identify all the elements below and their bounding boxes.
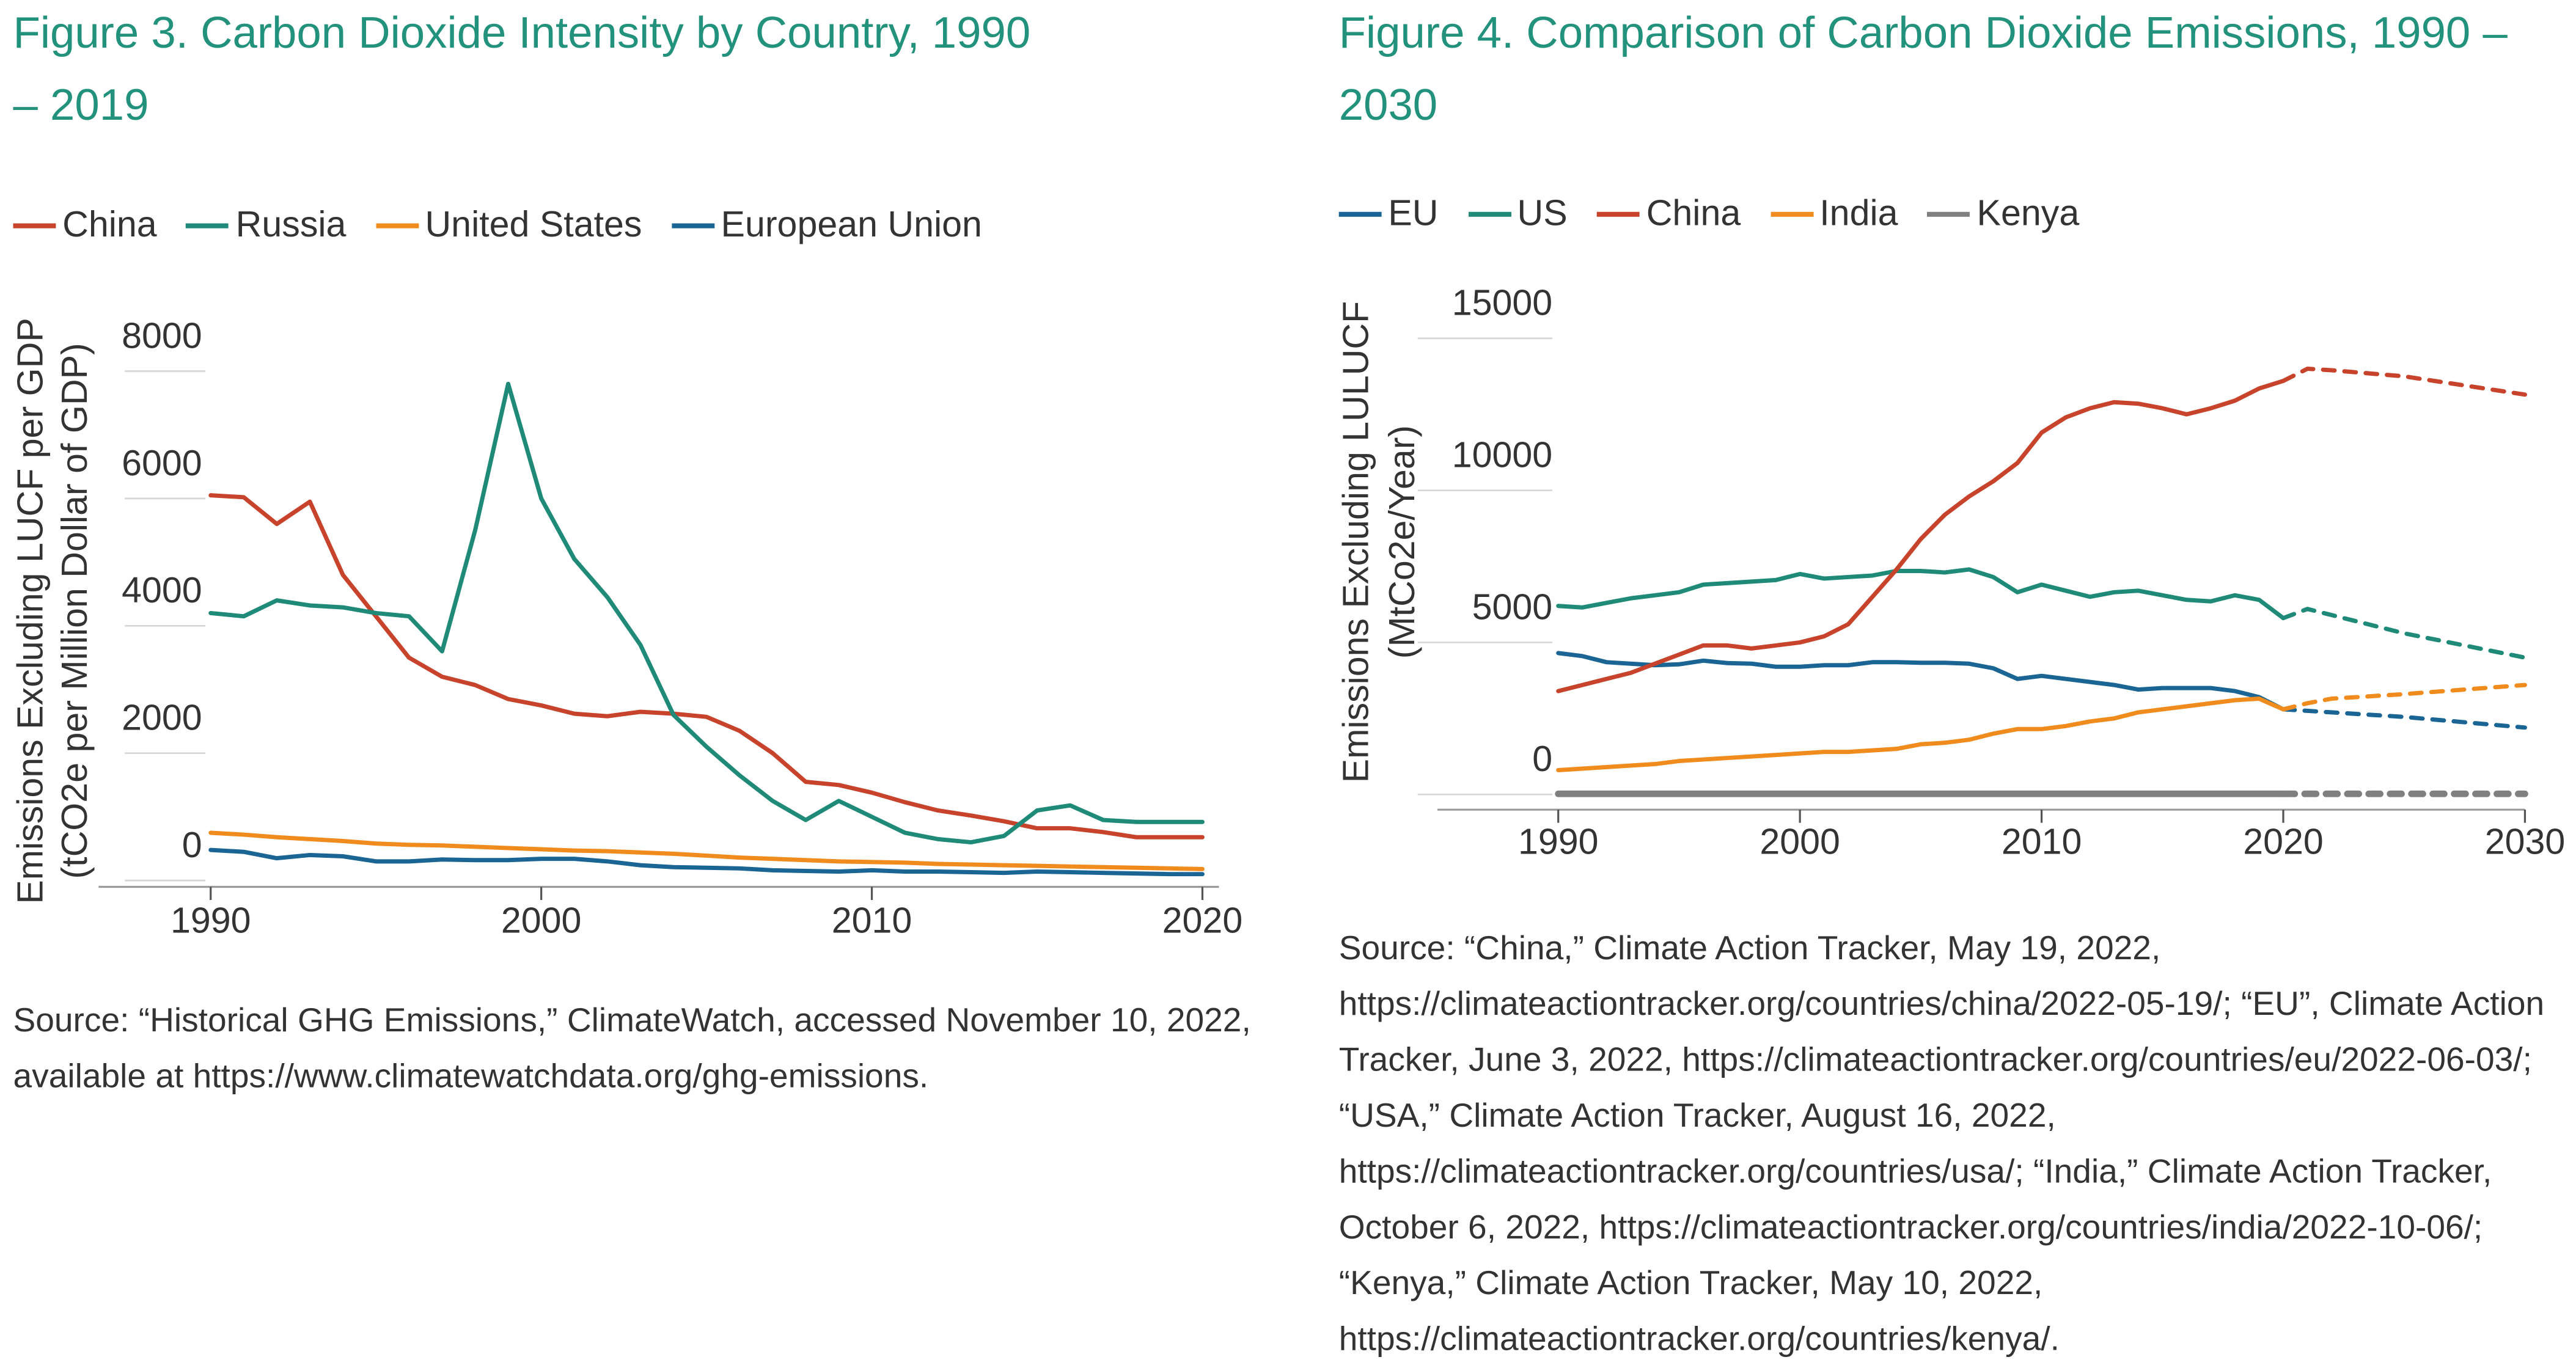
legend-swatch — [186, 222, 229, 228]
y-axis-label: (MtCo2e/Year) — [1381, 425, 1422, 659]
series-line — [208, 381, 1205, 845]
legend: China Russia United States European Union — [13, 203, 982, 246]
series-line — [208, 493, 1205, 839]
y-tick-label: 2000 — [122, 697, 202, 738]
legend-label: European Union — [721, 203, 982, 245]
series-line — [208, 830, 1205, 871]
legend-swatch — [1338, 211, 1382, 216]
projection-line — [2281, 367, 2527, 397]
y-tick-label: 6000 — [122, 442, 202, 483]
y-tick-label: 5000 — [1472, 586, 1553, 627]
y-tick-label: 4000 — [122, 569, 202, 610]
x-tick-label: 2000 — [501, 899, 582, 940]
legend-label: US — [1517, 192, 1568, 233]
y-axis-label: Emissions Excluding LULUCF — [1335, 301, 1376, 783]
y-tick-label: 8000 — [122, 315, 202, 356]
legend-label: Kenya — [1976, 192, 2080, 233]
projection-line — [2281, 607, 2527, 660]
legend-item: EU — [1338, 192, 1439, 235]
x-tick-label: 2030 — [2485, 821, 2566, 861]
legend-item: China — [13, 203, 157, 246]
legend-swatch — [375, 222, 419, 228]
y-tick-label: 15000 — [1452, 282, 1552, 323]
source-note: Source: “China,” Climate Action Tracker,… — [1338, 929, 2545, 1358]
x-tick-label: 2020 — [2243, 821, 2324, 861]
y-tick-label: 0 — [1532, 738, 1552, 779]
legend-label: China — [62, 203, 157, 245]
x-tick-label: 1990 — [171, 899, 251, 940]
x-tick-label: 2010 — [2002, 821, 2082, 861]
legend-item: European Union — [671, 203, 982, 246]
series-line — [1556, 697, 2286, 772]
legend-item: Kenya — [1927, 192, 2080, 235]
x-tick-label: 2010 — [832, 899, 912, 940]
legend-item: United States — [375, 203, 642, 246]
legend-swatch — [1927, 211, 1970, 216]
legend-swatch — [13, 222, 56, 228]
chart-title: Figure 4. Comparison of Carbon Dioxide E… — [1338, 8, 2508, 130]
legend-label: EU — [1388, 192, 1439, 233]
legend-label: Russia — [235, 203, 347, 245]
y-axis-label: Emissions Excluding LUCF per GDP — [9, 318, 50, 904]
legend-label: United States — [425, 203, 642, 245]
legend-swatch — [1770, 211, 1813, 216]
projection-line — [2281, 707, 2527, 730]
y-axis-label: (tCO2e per Million Dollar of GDP) — [54, 343, 95, 879]
x-tick-label: 2020 — [1162, 899, 1243, 940]
series-line — [1556, 378, 2286, 693]
legend-swatch — [671, 222, 714, 228]
legend-item: India — [1770, 192, 1898, 235]
series-line — [1556, 567, 2286, 621]
x-tick-label: 1990 — [1518, 821, 1599, 861]
y-tick-label: 0 — [182, 824, 202, 865]
legend-swatch — [1597, 211, 1640, 216]
legend-swatch — [1467, 211, 1511, 216]
legend-item: China — [1597, 192, 1741, 235]
legend-label: China — [1646, 192, 1741, 233]
chart-title: Figure 3. Carbon Dioxide Intensity by Co… — [13, 8, 1031, 130]
legend-item: Russia — [186, 203, 346, 246]
source-note: Source: “Historical GHG Emissions,” Clim… — [13, 1001, 1251, 1095]
series-line — [1556, 651, 2286, 712]
y-tick-label: 10000 — [1452, 434, 1552, 475]
projection-line — [2281, 682, 2527, 712]
series-line — [208, 847, 1205, 877]
legend-label: India — [1819, 192, 1898, 233]
legend-item: US — [1467, 192, 1568, 235]
legend: EU US China India Kenya — [1338, 192, 2080, 235]
x-tick-label: 2000 — [1760, 821, 1840, 861]
